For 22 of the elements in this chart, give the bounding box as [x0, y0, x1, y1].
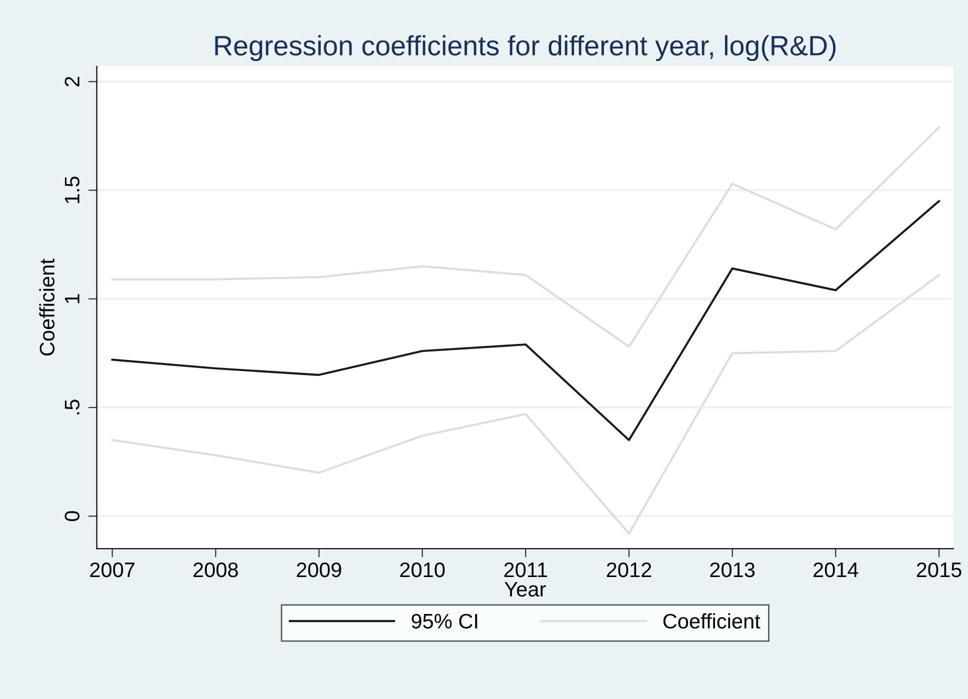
line-series [111, 274, 940, 535]
chart-title: Regression coefficients for different year, log(R&D) [215, 35, 836, 62]
legend-label: 95% CI [412, 614, 478, 629]
y-tick-label: 1.5 [64, 176, 80, 204]
x-tick-label: 2012 [606, 562, 652, 578]
x-tick-label: 2010 [400, 562, 445, 578]
y-tick-label: 1 [64, 294, 80, 304]
y-axis-title: Coefficient [39, 258, 55, 356]
y-tick-label: .5 [64, 400, 80, 414]
line-series [111, 126, 940, 348]
x-tick-label: 2007 [90, 562, 134, 578]
line-series [111, 200, 940, 442]
x-tick-label: 2008 [194, 562, 238, 578]
x-tick-label: 2009 [296, 562, 342, 578]
y-tick-label: 2 [64, 76, 80, 86]
x-tick-label: 2011 [504, 562, 548, 578]
legend-label: Coefficient [663, 613, 760, 629]
x-axis-title: Year [504, 582, 546, 597]
x-tick-label: 2014 [814, 562, 858, 578]
y-tick-label: 0 [64, 511, 80, 522]
x-tick-label: 2015 [916, 562, 962, 578]
x-tick-label: 2013 [710, 562, 755, 578]
